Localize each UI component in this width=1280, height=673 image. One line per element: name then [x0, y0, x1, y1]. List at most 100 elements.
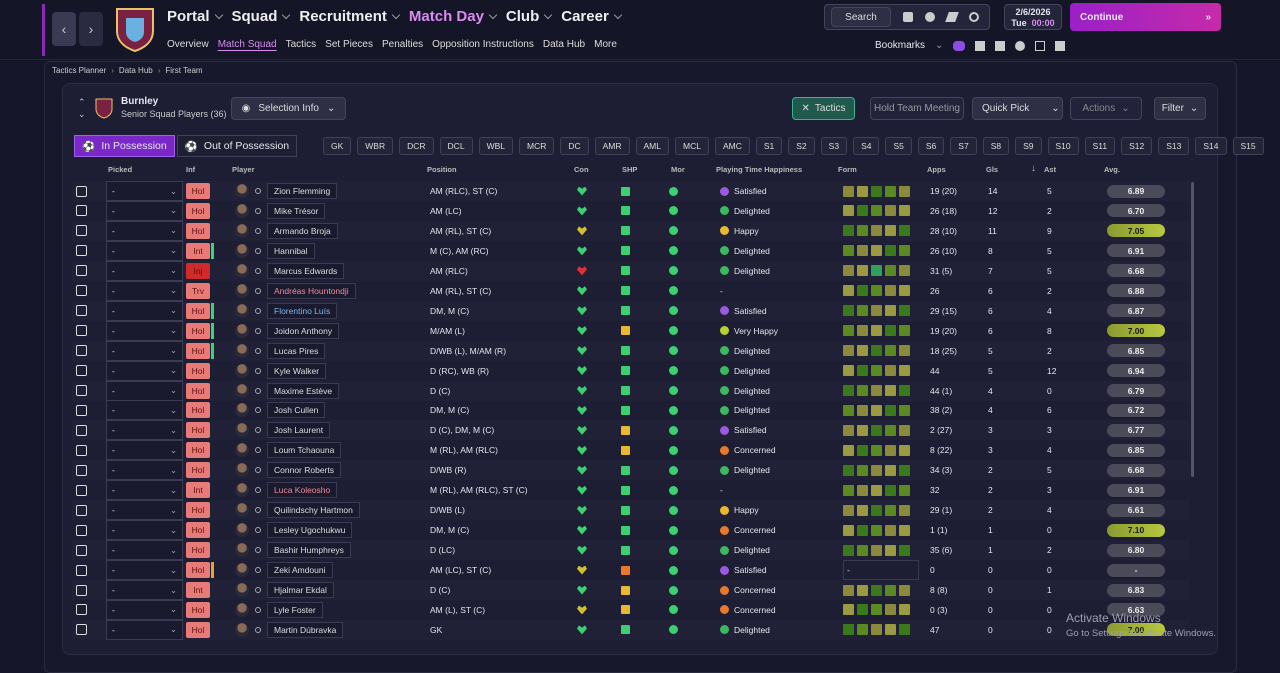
continue-button[interactable]: Continue » [1070, 3, 1221, 31]
menu-item[interactable]: Career [561, 8, 621, 25]
checkbox[interactable] [76, 624, 87, 636]
checkbox[interactable] [76, 504, 87, 516]
picked-dropdown[interactable]: - ⌄ [106, 400, 183, 421]
player-row[interactable]: - ⌄ Hol Lyle Foster AM (L), ST (C) Concerned 0… [72, 599, 1190, 620]
player-row[interactable]: - ⌄ Hol Lesley Ugochukwu DM, M (C) Concerned 1… [72, 520, 1190, 541]
picked-dropdown[interactable]: - ⌄ [106, 619, 183, 640]
menu-item[interactable]: Match Day [409, 8, 496, 25]
player-name[interactable]: Quilindschy Hartmon [267, 502, 360, 519]
position-chip[interactable]: DCL [439, 137, 473, 155]
position-chip[interactable]: S9 [1015, 137, 1042, 155]
position-chip[interactable]: S10 [1047, 137, 1079, 155]
player-name[interactable]: Lyle Foster [267, 601, 323, 618]
filter-button[interactable]: Filter ⌄ [1154, 97, 1206, 120]
scrollbar[interactable] [1191, 182, 1194, 477]
picked-dropdown[interactable]: - ⌄ [106, 200, 183, 221]
player-row[interactable]: - ⌄ Trv Andréas Hountondji AM (RL), ST (C) -2… [72, 280, 1190, 301]
menu-item[interactable]: Squad [232, 8, 290, 25]
checkbox[interactable] [76, 604, 87, 616]
position-chip[interactable]: S15 [1232, 137, 1264, 155]
player-name[interactable]: Josh Cullen [267, 402, 326, 419]
position-chip[interactable]: WBL [478, 137, 513, 155]
position-chip[interactable]: S6 [917, 137, 945, 155]
picked-dropdown[interactable]: - ⌄ [106, 260, 183, 281]
checkbox[interactable] [76, 544, 87, 556]
picked-dropdown[interactable]: - ⌄ [106, 560, 183, 581]
player-name[interactable]: Florentino Luís [267, 302, 338, 319]
player-name[interactable]: Martin Dúbravka [267, 621, 344, 638]
player-name[interactable]: Josh Laurent [267, 422, 331, 439]
position-chip[interactable]: S11 [1084, 137, 1116, 155]
player-name[interactable]: Lucas Pires [267, 342, 326, 359]
player-row[interactable]: - ⌄ Hol Quilindschy Hartmon D/WB (L) Happy 29 … [72, 500, 1190, 521]
position-chip[interactable]: MCR [518, 137, 555, 155]
player-row[interactable]: - ⌄ Hol Lucas Pires D/WB (L), M/AM (R) Deligh… [72, 340, 1190, 361]
picked-dropdown[interactable]: - ⌄ [106, 460, 183, 481]
selection-info[interactable]: ◉ Selection Info ⌄ [231, 97, 346, 120]
picked-dropdown[interactable]: - ⌄ [106, 500, 183, 521]
checkbox[interactable] [76, 185, 87, 197]
picked-dropdown[interactable]: - ⌄ [106, 360, 183, 381]
player-row[interactable]: - ⌄ Hol Bashir Humphreys D (LC) Delighted 35 (… [72, 540, 1190, 561]
column-header[interactable]: Apps [927, 165, 946, 174]
meeting-button[interactable]: Hold Team Meeting [870, 97, 964, 120]
checkbox[interactable] [76, 325, 87, 337]
player-row[interactable]: - ⌄ Hol Maxime Estève D (C) Delighted 44 (1) 4 0… [72, 380, 1190, 401]
position-chip[interactable]: AMR [594, 137, 630, 155]
checkbox[interactable] [76, 524, 87, 536]
position-chip[interactable]: S7 [950, 137, 977, 155]
player-row[interactable]: - ⌄ Hol Josh Cullen DM, M (C) Delighted 38 (2)… [72, 400, 1190, 421]
player-name[interactable]: Zeki Amdouni [267, 562, 333, 579]
player-row[interactable]: - ⌄ Int Hjalmar Ekdal D (C) Concerned 8 (8) 0 1 6… [72, 580, 1190, 600]
column-header[interactable]: Mor [671, 165, 685, 174]
picked-dropdown[interactable]: - ⌄ [106, 220, 183, 241]
crumb[interactable]: First Team [165, 66, 203, 75]
submenu-item[interactable]: Data Hub [542, 39, 586, 50]
picked-dropdown[interactable]: - ⌄ [106, 181, 183, 201]
picked-dropdown[interactable]: - ⌄ [106, 280, 183, 301]
player-name[interactable]: Zion Flemming [267, 183, 338, 199]
icon[interactable] [903, 12, 913, 22]
icon[interactable] [945, 12, 959, 22]
checkbox[interactable] [76, 385, 87, 396]
submenu-item[interactable]: More [594, 39, 617, 50]
checkbox[interactable] [76, 564, 87, 576]
crumb[interactable]: Tactics Planner [52, 66, 107, 75]
player-row[interactable]: - ⌄ Hol Zion Flemming AM (RLC), ST (C) Satisf… [72, 181, 1190, 201]
checkbox[interactable] [76, 404, 87, 416]
checkbox[interactable] [76, 245, 87, 257]
picked-dropdown[interactable]: - ⌄ [106, 340, 183, 361]
column-header[interactable]: SHP [622, 165, 638, 174]
submenu-item[interactable]: Tactics [285, 39, 317, 50]
player-name[interactable]: Kyle Walker [267, 362, 327, 379]
player-name[interactable]: Lesley Ugochukwu [267, 522, 353, 539]
submenu-item[interactable]: Overview [167, 39, 209, 50]
player-row[interactable]: - ⌄ Hol Florentino Luís DM, M (C) Satisfied 29… [72, 300, 1190, 321]
picked-dropdown[interactable]: - ⌄ [106, 320, 183, 341]
player-row[interactable]: - ⌄ Hol Connor Roberts D/WB (R) Delighted 34 (… [72, 460, 1190, 481]
position-chip[interactable]: S5 [885, 137, 912, 155]
position-chip[interactable]: AMC [714, 137, 750, 155]
position-chip[interactable]: GK [323, 137, 352, 155]
picked-dropdown[interactable]: - ⌄ [106, 580, 183, 600]
submenu-item[interactable]: Opposition Instructions [432, 39, 534, 50]
player-row[interactable]: - ⌄ Inj Marcus Edwards AM (RLC) Delighted 31 (… [72, 260, 1190, 281]
picked-dropdown[interactable]: - ⌄ [106, 380, 183, 401]
forward-button[interactable]: › [79, 12, 103, 46]
position-chip[interactable]: S8 [982, 137, 1010, 155]
position-chip[interactable]: MCL [675, 137, 709, 155]
search-button[interactable]: Search [831, 7, 891, 27]
date-box[interactable]: 2/6/2026 Tue 00:00 [1004, 4, 1062, 30]
checkbox[interactable] [76, 265, 87, 277]
position-chip[interactable]: S4 [853, 137, 880, 155]
column-header[interactable]: Inf [186, 165, 196, 174]
player-name[interactable]: Hannibal [267, 242, 315, 259]
submenu-item[interactable]: Set Pieces [325, 39, 373, 50]
player-row[interactable]: - ⌄ Hol Kyle Walker D (RC), WB (R) Delighted 4… [72, 360, 1190, 381]
position-chip[interactable]: S13 [1158, 137, 1190, 155]
checkbox[interactable] [76, 305, 87, 317]
checkbox[interactable] [76, 444, 87, 456]
player-name[interactable]: Andréas Hountondji [267, 282, 356, 299]
position-chip[interactable]: DCR [399, 137, 434, 155]
column-header[interactable]: Playing Time Happiness [716, 165, 803, 174]
